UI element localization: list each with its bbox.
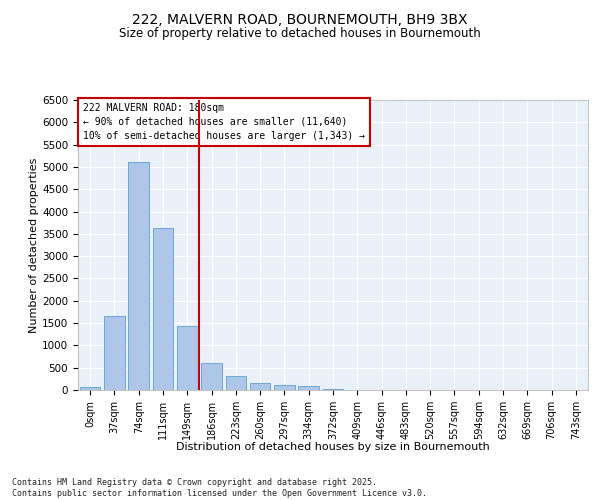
Text: 222, MALVERN ROAD, BOURNEMOUTH, BH9 3BX: 222, MALVERN ROAD, BOURNEMOUTH, BH9 3BX [132, 12, 468, 26]
Bar [104, 316, 125, 390]
Bar [274, 385, 295, 390]
Bar [250, 382, 271, 390]
Bar [177, 326, 197, 390]
Bar [128, 162, 149, 390]
Text: Contains HM Land Registry data © Crown copyright and database right 2025.
Contai: Contains HM Land Registry data © Crown c… [12, 478, 427, 498]
Bar [201, 363, 222, 390]
Text: 222 MALVERN ROAD: 180sqm
← 90% of detached houses are smaller (11,640)
10% of se: 222 MALVERN ROAD: 180sqm ← 90% of detach… [83, 103, 365, 141]
X-axis label: Distribution of detached houses by size in Bournemouth: Distribution of detached houses by size … [176, 442, 490, 452]
Bar [80, 388, 100, 390]
Bar [226, 376, 246, 390]
Bar [298, 386, 319, 390]
Bar [152, 228, 173, 390]
Bar [323, 388, 343, 390]
Y-axis label: Number of detached properties: Number of detached properties [29, 158, 39, 332]
Text: Size of property relative to detached houses in Bournemouth: Size of property relative to detached ho… [119, 28, 481, 40]
